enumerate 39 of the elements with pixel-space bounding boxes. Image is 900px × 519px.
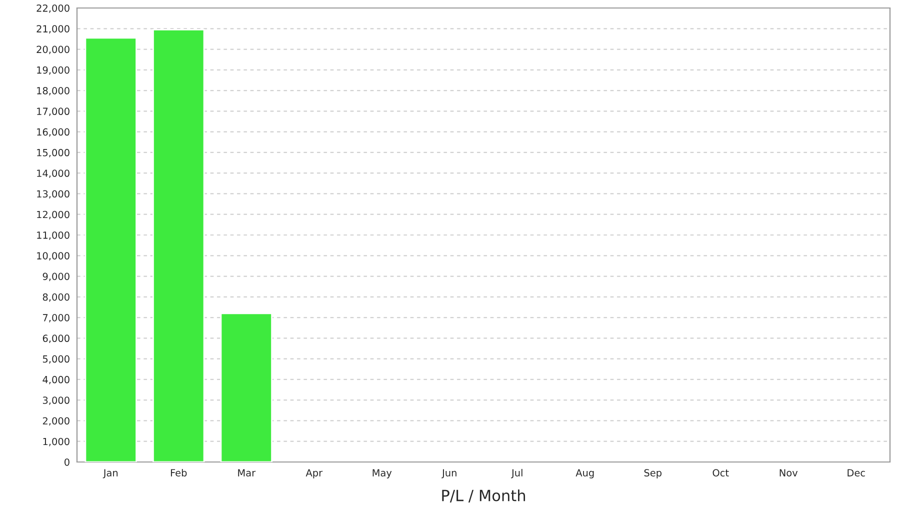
x-tick-label: Dec	[848, 469, 865, 476]
x-tick-label: Mar	[238, 469, 256, 476]
y-tick-label: 17,000	[37, 108, 70, 116]
y-tick-label: 20,000	[36, 46, 70, 54]
y-tick-label: 4,000	[42, 376, 70, 384]
y-tick-label: 11,000	[37, 231, 70, 240]
y-tick-label: 2,000	[42, 417, 70, 426]
y-tick-label: 18,000	[37, 87, 70, 96]
y-tick-label: 22,000	[36, 4, 70, 13]
y-tick-label: 19,000	[37, 66, 70, 75]
y-tick-label: 7,000	[43, 314, 70, 322]
y-tick-label: 1,000	[43, 438, 70, 446]
y-tick-label: 9,000	[42, 272, 70, 282]
x-tick-label: Jul	[511, 468, 522, 478]
bar	[220, 312, 272, 462]
x-tick-label: Oct	[712, 469, 729, 476]
y-tick-label: 5,000	[42, 355, 70, 364]
x-axis-title: P/L / Month	[442, 489, 526, 502]
x-tick-label: Jun	[442, 469, 456, 478]
y-tick-label: 8,000	[42, 293, 70, 302]
y-tick-label: 6,000	[42, 334, 70, 344]
y-tick-label: 3,000	[42, 396, 70, 405]
bar	[152, 28, 205, 462]
y-tick-label: 14,000	[37, 170, 70, 178]
x-tick-label: Feb	[170, 468, 187, 476]
bar	[84, 37, 137, 462]
x-tick-label: Jan	[102, 469, 118, 478]
x-tick-label: Nov	[780, 469, 798, 476]
x-tick-label: Sep	[644, 469, 662, 478]
y-tick-label: 15,000	[37, 148, 70, 158]
y-tick-label: 13,000	[37, 190, 70, 199]
y-tick-label: 16,000	[37, 128, 70, 137]
x-tick-label: Aug	[576, 469, 594, 478]
y-tick-label: 10,000	[37, 252, 70, 260]
x-tick-label: Apr	[306, 469, 323, 478]
y-tick-label: 21,000	[36, 25, 70, 34]
x-tick-label: May	[372, 469, 392, 478]
y-tick-label: 0	[64, 458, 70, 466]
y-tick-label: 12,000	[37, 210, 70, 220]
